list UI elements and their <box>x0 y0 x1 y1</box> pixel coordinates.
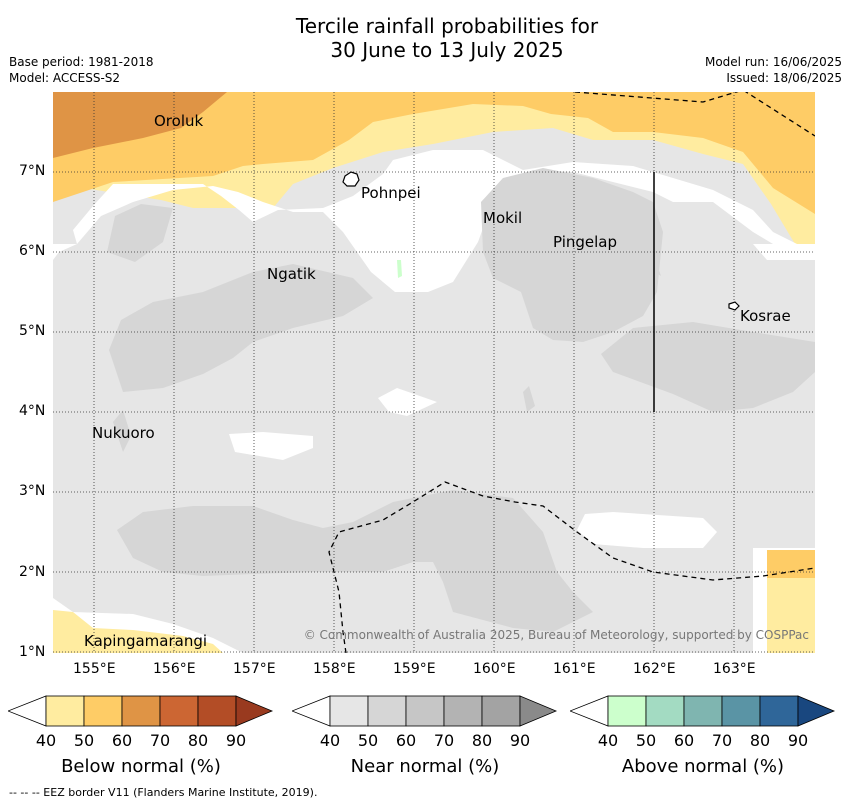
lon-tick-162e: 162°E <box>633 661 676 677</box>
colorbar-below-value-40: 40 <box>35 731 57 750</box>
issued-label: Issued: 18/06/2025 <box>726 71 842 85</box>
pohnpei-island <box>342 171 360 187</box>
below-normal-50-bottom-right <box>767 550 815 578</box>
colorbar-above-value-80: 80 <box>749 731 771 750</box>
near-normal-50-patch-small-1 <box>113 410 131 452</box>
near-normal-50-region-2 <box>109 264 373 392</box>
low-confidence-region <box>73 150 815 292</box>
lat-tick-6n: 6°N <box>19 243 46 259</box>
lon-tick-163e: 163°E <box>713 661 756 677</box>
low-confidence-left-strip <box>53 244 77 260</box>
colorbar-below-value-70: 70 <box>149 731 171 750</box>
colorbar-near-value-50: 50 <box>357 731 379 750</box>
low-confidence-patch-1 <box>378 388 437 416</box>
place-label-nukuoro: Nukuoro <box>92 424 155 442</box>
colorbar-near-value-90: 90 <box>509 731 531 750</box>
colorbar-near-normal-swatches <box>290 695 558 727</box>
colorbar-below-normal-swatches <box>6 695 274 727</box>
below-normal-40-bottom-left <box>53 610 223 653</box>
base-period-label: Base period: 1981-2018 <box>9 55 154 69</box>
place-label-mokil: Mokil <box>483 209 523 227</box>
low-confidence-right-strip <box>753 244 815 260</box>
colorbar-above-normal <box>568 694 836 728</box>
place-label-ngatik: Ngatik <box>267 265 316 283</box>
lat-tick-5n: 5°N <box>19 323 46 339</box>
lon-tick-160e: 160°E <box>473 661 516 677</box>
colorbar-near-normal <box>290 694 558 728</box>
kosrae-island <box>728 301 740 311</box>
eez-borders <box>328 92 815 653</box>
lat-tick-2n: 2°N <box>19 564 46 580</box>
model-run-label: Model run: 16/06/2025 <box>704 55 842 69</box>
place-label-pingelap: Pingelap <box>553 233 618 251</box>
copyright-notice: © Commonwealth of Australia 2025, Bureau… <box>303 628 809 642</box>
colorbar-above-value-50: 50 <box>635 731 657 750</box>
colorbar-near-value-80: 80 <box>471 731 493 750</box>
map-title-line-2: 30 June to 13 July 2025 <box>330 38 564 62</box>
near-normal-50-region-5 <box>117 490 593 632</box>
map-title-line-1: Tercile rainfall probabilities for <box>295 14 599 38</box>
lon-tick-155e: 155°E <box>73 661 116 677</box>
colorbar-below-value-90: 90 <box>225 731 247 750</box>
above-normal-40-patch <box>397 260 402 278</box>
lat-tick-7n: 7°N <box>19 163 46 179</box>
below-normal-60-region <box>53 92 227 158</box>
lon-tick-161e: 161°E <box>553 661 596 677</box>
near-normal-50-patch-small-2 <box>523 386 535 412</box>
colorbar-near-value-60: 60 <box>395 731 417 750</box>
low-confidence-patch-2 <box>229 432 313 460</box>
colorbar-above-normal-label: Above normal (%) <box>621 756 785 777</box>
lon-tick-156e: 156°E <box>153 661 196 677</box>
colorbar-below-value-80: 80 <box>187 731 209 750</box>
colorbar-above-normal-swatches <box>568 695 836 727</box>
place-label-oroluk: Oroluk <box>154 112 204 130</box>
near-normal-50-region-3 <box>481 168 663 342</box>
colorbar-above-value-40: 40 <box>597 731 619 750</box>
colorbar-above-value-90: 90 <box>787 731 809 750</box>
colorbar-above-value-60: 60 <box>673 731 695 750</box>
map-canvas <box>53 92 815 653</box>
eez-border-footnote: -- -- -- EEZ border V11 (Flanders Marine… <box>9 786 318 799</box>
lon-tick-158e: 158°E <box>313 661 356 677</box>
colorbar-above-value-70: 70 <box>711 731 733 750</box>
colorbar-near-normal-label: Near normal (%) <box>350 756 500 777</box>
lat-tick-3n: 3°N <box>19 483 46 499</box>
lat-tick-1n: 1°N <box>19 644 46 660</box>
low-confidence-patch-3 <box>577 512 717 548</box>
colorbar-below-value-50: 50 <box>73 731 95 750</box>
place-label-pohnpei: Pohnpei <box>361 184 421 202</box>
lon-tick-159e: 159°E <box>393 661 436 677</box>
colorbar-below-normal-label: Below normal (%) <box>61 756 221 777</box>
probability-map: Oroluk Pohnpei Mokil Pingelap Ngatik Kos… <box>53 92 815 653</box>
near-normal-50-region-1 <box>107 204 173 262</box>
model-label: Model: ACCESS-S2 <box>9 71 121 85</box>
colorbar-below-normal <box>6 694 274 728</box>
colorbar-near-value-40: 40 <box>319 731 341 750</box>
place-label-kosrae: Kosrae <box>740 307 791 325</box>
below-normal-50-region <box>53 92 815 214</box>
lon-tick-157e: 157°E <box>233 661 276 677</box>
colorbar-below-value-60: 60 <box>111 731 133 750</box>
colorbar-near-value-70: 70 <box>433 731 455 750</box>
place-label-kapingamarangi: Kapingamarangi <box>84 632 208 650</box>
lat-tick-4n: 4°N <box>19 403 46 419</box>
